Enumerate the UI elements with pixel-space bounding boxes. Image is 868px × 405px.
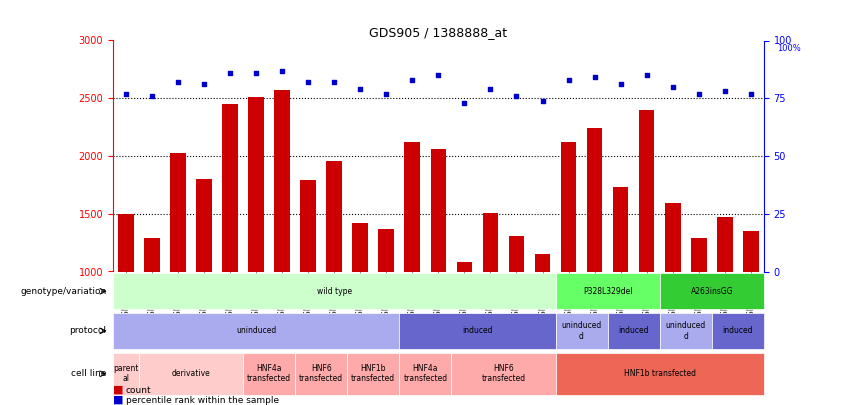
Bar bbox=[743, 231, 759, 387]
Title: GDS905 / 1388888_at: GDS905 / 1388888_at bbox=[369, 26, 508, 39]
Point bbox=[379, 90, 393, 97]
Text: ■: ■ bbox=[113, 395, 123, 405]
Text: uninduced
d: uninduced d bbox=[666, 321, 706, 341]
FancyBboxPatch shape bbox=[556, 313, 608, 349]
Text: induced: induced bbox=[618, 326, 649, 335]
Text: P328L329del: P328L329del bbox=[582, 287, 633, 296]
Bar bbox=[431, 149, 446, 387]
FancyBboxPatch shape bbox=[556, 273, 660, 309]
Text: uninduced
d: uninduced d bbox=[562, 321, 602, 341]
Text: ■: ■ bbox=[113, 385, 123, 395]
FancyBboxPatch shape bbox=[139, 353, 243, 394]
FancyBboxPatch shape bbox=[295, 353, 347, 394]
Text: 100%: 100% bbox=[777, 44, 800, 53]
Text: HNF1b
transfected: HNF1b transfected bbox=[352, 364, 395, 384]
Bar bbox=[274, 90, 290, 387]
Point bbox=[249, 70, 263, 76]
Text: HNF4a
transfected: HNF4a transfected bbox=[404, 364, 447, 384]
Bar bbox=[613, 187, 628, 387]
FancyBboxPatch shape bbox=[243, 353, 295, 394]
Text: induced: induced bbox=[722, 326, 753, 335]
FancyBboxPatch shape bbox=[712, 313, 764, 349]
FancyBboxPatch shape bbox=[608, 313, 660, 349]
Text: percentile rank within the sample: percentile rank within the sample bbox=[126, 396, 279, 405]
Bar bbox=[587, 128, 602, 387]
Point bbox=[145, 93, 159, 99]
Bar bbox=[665, 203, 681, 387]
Bar bbox=[509, 236, 524, 387]
Point bbox=[510, 93, 523, 99]
Bar bbox=[378, 229, 394, 387]
Bar bbox=[248, 97, 264, 387]
Point bbox=[614, 81, 628, 87]
Bar bbox=[196, 179, 212, 387]
Bar bbox=[457, 262, 472, 387]
Point bbox=[692, 90, 706, 97]
Text: wild type: wild type bbox=[317, 287, 352, 296]
Point bbox=[327, 79, 341, 85]
Bar bbox=[170, 153, 186, 387]
Bar bbox=[535, 254, 550, 387]
Text: induced: induced bbox=[462, 326, 493, 335]
Bar bbox=[483, 213, 498, 387]
Point bbox=[536, 97, 549, 104]
Bar bbox=[717, 217, 733, 387]
FancyBboxPatch shape bbox=[451, 353, 556, 394]
Text: HNF1b transfected: HNF1b transfected bbox=[624, 369, 695, 378]
Bar bbox=[222, 104, 238, 387]
Point bbox=[405, 77, 419, 83]
Point bbox=[431, 72, 445, 79]
Point bbox=[119, 90, 133, 97]
Text: parent
al: parent al bbox=[113, 364, 139, 384]
FancyBboxPatch shape bbox=[113, 353, 139, 394]
Text: count: count bbox=[126, 386, 152, 395]
Text: derivative: derivative bbox=[172, 369, 210, 378]
Point bbox=[744, 90, 758, 97]
Text: HNF6
transfected: HNF6 transfected bbox=[482, 364, 525, 384]
FancyBboxPatch shape bbox=[556, 353, 764, 394]
Bar bbox=[118, 214, 134, 387]
Text: A263insGG: A263insGG bbox=[690, 287, 733, 296]
Text: HNF4a
transfected: HNF4a transfected bbox=[247, 364, 291, 384]
Point bbox=[562, 77, 575, 83]
Text: cell line: cell line bbox=[71, 369, 106, 378]
Point bbox=[223, 70, 237, 76]
Bar bbox=[144, 238, 160, 387]
Text: protocol: protocol bbox=[69, 326, 106, 335]
Point bbox=[483, 86, 497, 92]
FancyBboxPatch shape bbox=[399, 313, 556, 349]
Point bbox=[666, 83, 680, 90]
Point bbox=[197, 81, 211, 87]
FancyBboxPatch shape bbox=[113, 273, 556, 309]
Bar bbox=[639, 110, 654, 387]
Point bbox=[718, 88, 732, 94]
Text: uninduced: uninduced bbox=[236, 326, 276, 335]
Point bbox=[301, 79, 315, 85]
Point bbox=[353, 86, 367, 92]
Text: genotype/variation: genotype/variation bbox=[20, 287, 106, 296]
Bar bbox=[561, 142, 576, 387]
Bar bbox=[404, 142, 420, 387]
FancyBboxPatch shape bbox=[660, 313, 712, 349]
Point bbox=[457, 100, 471, 106]
Bar bbox=[300, 180, 316, 387]
Point bbox=[171, 79, 185, 85]
FancyBboxPatch shape bbox=[399, 353, 451, 394]
FancyBboxPatch shape bbox=[113, 313, 399, 349]
FancyBboxPatch shape bbox=[660, 273, 764, 309]
Bar bbox=[326, 161, 342, 387]
Bar bbox=[691, 238, 707, 387]
Point bbox=[275, 67, 289, 74]
Bar bbox=[352, 223, 368, 387]
Point bbox=[640, 72, 654, 79]
Point bbox=[588, 74, 602, 81]
Text: HNF6
transfected: HNF6 transfected bbox=[299, 364, 343, 384]
FancyBboxPatch shape bbox=[347, 353, 399, 394]
